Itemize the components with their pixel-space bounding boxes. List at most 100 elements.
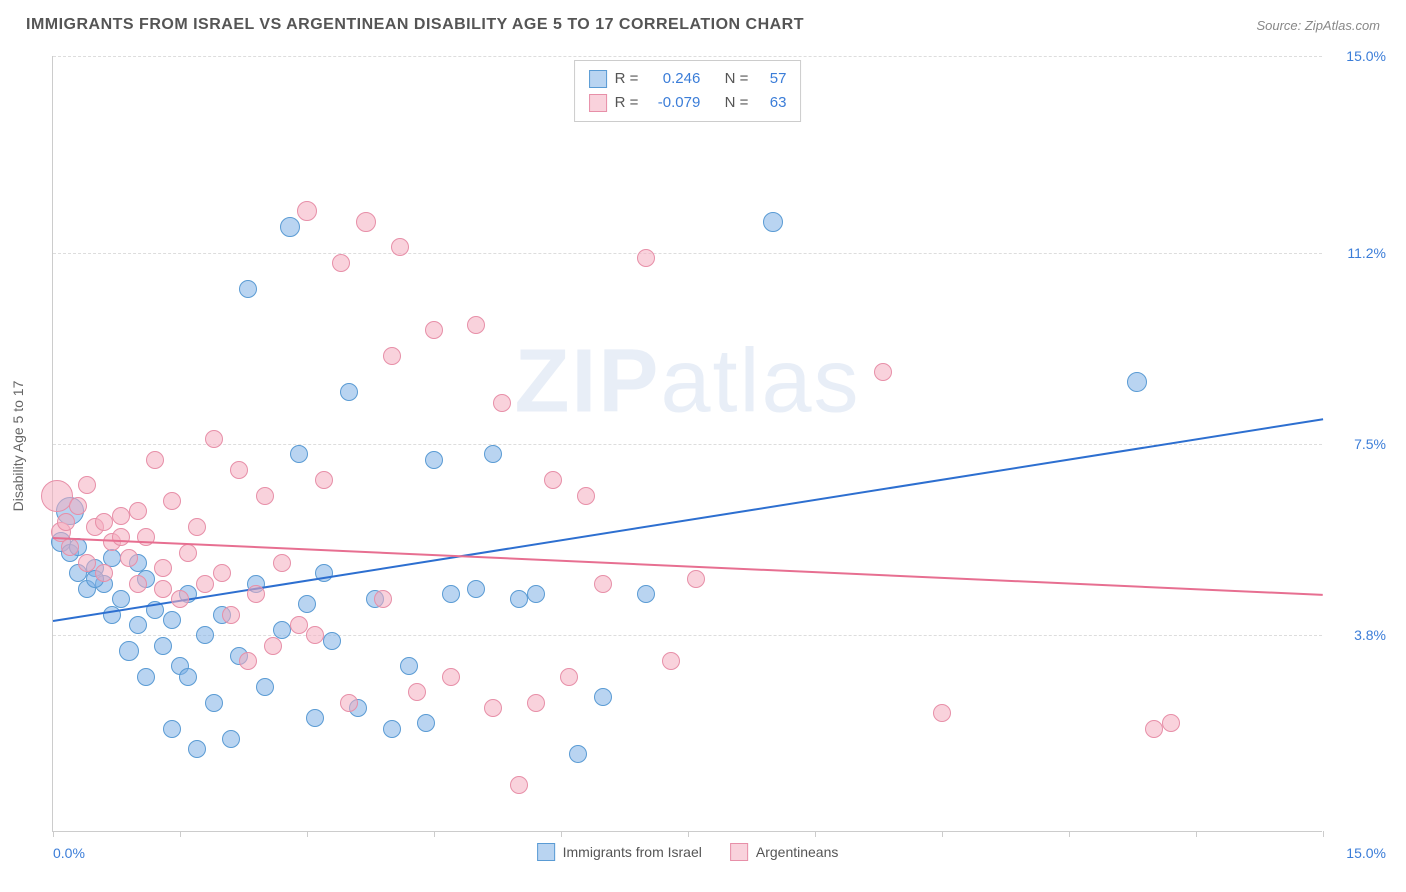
x-tick-mark — [688, 831, 689, 837]
scatter-point — [273, 554, 291, 572]
legend-label: Argentineans — [756, 844, 839, 860]
scatter-point — [196, 626, 214, 644]
trend-line — [53, 418, 1323, 622]
x-tick-mark — [53, 831, 54, 837]
legend-item: Immigrants from Israel — [537, 843, 702, 861]
scatter-point — [112, 507, 130, 525]
x-tick-mark — [1069, 831, 1070, 837]
y-tick-label: 11.2% — [1347, 245, 1386, 261]
r-label: R = — [615, 67, 639, 91]
scatter-point — [1162, 714, 1180, 732]
scatter-point — [188, 518, 206, 536]
x-tick-mark — [307, 831, 308, 837]
scatter-point — [408, 683, 426, 701]
x-left-label: 0.0% — [53, 845, 85, 861]
x-tick-mark — [180, 831, 181, 837]
scatter-point — [61, 538, 79, 556]
scatter-point — [306, 709, 324, 727]
scatter-point — [383, 347, 401, 365]
legend-swatch — [537, 843, 555, 861]
scatter-point — [154, 580, 172, 598]
scatter-point — [146, 451, 164, 469]
scatter-point — [256, 678, 274, 696]
scatter-point — [112, 528, 130, 546]
scatter-point — [527, 694, 545, 712]
scatter-point — [662, 652, 680, 670]
n-value: 57 — [756, 67, 786, 91]
scatter-point — [129, 616, 147, 634]
scatter-point — [340, 694, 358, 712]
scatter-point — [569, 745, 587, 763]
r-value: 0.246 — [646, 67, 700, 91]
x-tick-mark — [815, 831, 816, 837]
trend-line — [53, 537, 1323, 596]
scatter-point — [442, 668, 460, 686]
scatter-point — [171, 590, 189, 608]
scatter-point — [594, 575, 612, 593]
scatter-point — [510, 776, 528, 794]
scatter-point — [290, 445, 308, 463]
chart-title: IMMIGRANTS FROM ISRAEL VS ARGENTINEAN DI… — [26, 16, 804, 34]
scatter-point — [163, 492, 181, 510]
legend-swatch — [589, 70, 607, 88]
scatter-point — [57, 513, 75, 531]
scatter-point — [484, 445, 502, 463]
scatter-point — [1127, 372, 1147, 392]
n-label: N = — [725, 91, 749, 115]
x-tick-mark — [434, 831, 435, 837]
scatter-point — [69, 497, 87, 515]
scatter-point — [306, 626, 324, 644]
x-tick-mark — [942, 831, 943, 837]
scatter-point — [95, 513, 113, 531]
scatter-point — [594, 688, 612, 706]
scatter-point — [78, 554, 96, 572]
scatter-point — [544, 471, 562, 489]
scatter-point — [442, 585, 460, 603]
scatter-point — [129, 502, 147, 520]
scatter-point — [213, 564, 231, 582]
legend-label: Immigrants from Israel — [563, 844, 702, 860]
scatter-point — [103, 606, 121, 624]
scatter-point — [41, 480, 73, 512]
n-label: N = — [725, 67, 749, 91]
scatter-point — [374, 590, 392, 608]
scatter-point — [425, 321, 443, 339]
series-legend: Immigrants from Israel Argentineans — [537, 843, 839, 861]
y-tick-label: 7.5% — [1354, 436, 1386, 452]
scatter-point — [933, 704, 951, 722]
scatter-point — [154, 559, 172, 577]
scatter-point — [205, 694, 223, 712]
y-tick-label: 15.0% — [1346, 48, 1386, 64]
gridline — [53, 56, 1322, 57]
watermark-text: ZIPatlas — [514, 330, 860, 433]
scatter-point — [467, 580, 485, 598]
x-tick-mark — [1323, 831, 1324, 837]
stats-legend-row: R = 0.246 N = 57 — [589, 67, 787, 91]
scatter-point — [510, 590, 528, 608]
scatter-point — [391, 238, 409, 256]
watermark-light: atlas — [660, 331, 860, 431]
scatter-point — [577, 487, 595, 505]
scatter-point — [1145, 720, 1163, 738]
stats-legend-row: R =-0.079 N =63 — [589, 91, 787, 115]
source-attribution: Source: ZipAtlas.com — [1256, 18, 1380, 33]
scatter-point — [222, 730, 240, 748]
scatter-point — [763, 212, 783, 232]
x-tick-mark — [561, 831, 562, 837]
scatter-point — [332, 254, 350, 272]
x-right-label: 15.0% — [1346, 845, 1386, 861]
scatter-point — [527, 585, 545, 603]
scatter-point — [417, 714, 435, 732]
scatter-point — [179, 544, 197, 562]
legend-swatch — [730, 843, 748, 861]
scatter-point — [383, 720, 401, 738]
scatter-point — [290, 616, 308, 634]
scatter-point — [425, 451, 443, 469]
scatter-point — [560, 668, 578, 686]
scatter-point — [356, 212, 376, 232]
legend-swatch — [589, 94, 607, 112]
gridline — [53, 444, 1322, 445]
scatter-point — [154, 637, 172, 655]
y-tick-label: 3.8% — [1354, 627, 1386, 643]
scatter-point — [264, 637, 282, 655]
